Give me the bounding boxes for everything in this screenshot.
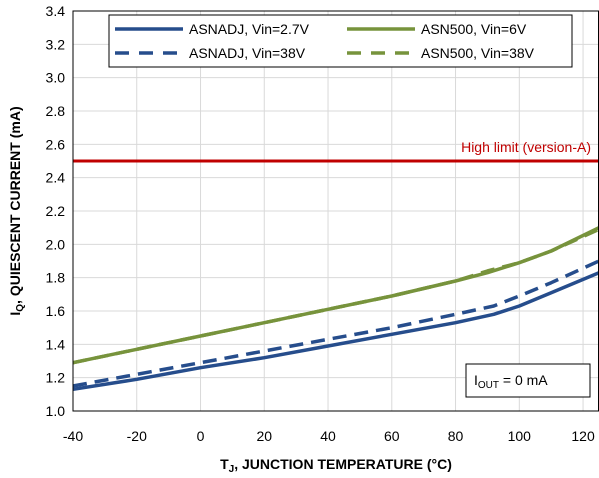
x-tick-label: 120 <box>571 428 595 444</box>
x-tick-label: 60 <box>384 428 400 444</box>
y-tick-label: 2.8 <box>46 103 66 119</box>
y-tick-label: 2.0 <box>46 236 66 252</box>
legend-label-2: ASNADJ, Vin=38V <box>189 45 306 61</box>
y-tick-labels: 1.0 1.2 1.4 1.6 1.8 2.0 2.2 2.4 2.6 2.8 3.0 3.2 3.4 <box>46 3 66 419</box>
y-tick-label: 3.4 <box>46 3 66 19</box>
legend: ASNADJ, Vin=2.7V ASN500, Vin=6V ASNADJ, Vi… <box>108 14 573 68</box>
y-tick-label: 2.2 <box>46 203 66 219</box>
legend-label-3: ASN500, Vin=6V <box>421 21 527 37</box>
y-tick-label: 1.6 <box>46 303 66 319</box>
y-axis-label: IQ, QUIESCENT CURRENT (mA) <box>7 106 26 315</box>
y-tick-label: 3.0 <box>46 70 66 86</box>
y-axis-label-rest: , QUIESCENT CURRENT (mA) <box>7 106 23 304</box>
x-axis-label-rest: , JUNCTION TEMPERATURE (°C) <box>234 456 452 472</box>
series-line-2 <box>72 259 599 388</box>
series-line-3 <box>72 226 599 365</box>
y-tick-label: 1.8 <box>46 270 66 286</box>
note-sub: OUT <box>478 380 499 391</box>
x-tick-labels: -40 -20 0 20 40 60 80 100 120 <box>63 428 595 444</box>
reference-line-label: High limit (version-A) <box>461 139 591 155</box>
x-tick-label: 20 <box>256 428 272 444</box>
note-rest: = 0 mA <box>499 372 548 388</box>
legend-label-4: ASN500, Vin=38V <box>421 45 535 61</box>
y-tick-label: 1.4 <box>46 336 66 352</box>
legend-box <box>108 14 573 68</box>
note-box: IOUT = 0 mA <box>465 363 591 398</box>
y-tick-label: 1.0 <box>46 403 66 419</box>
x-axis-label-sub: J <box>229 464 235 475</box>
y-tick-label: 2.6 <box>46 136 66 152</box>
x-tick-label: 40 <box>320 428 336 444</box>
x-tick-label: -40 <box>63 428 83 444</box>
x-tick-label: 100 <box>508 428 532 444</box>
x-tick-label: -20 <box>127 428 147 444</box>
y-tick-label: 2.4 <box>46 170 66 186</box>
note-text: IOUT = 0 mA <box>474 372 548 391</box>
series-line-4 <box>72 227 599 365</box>
note-box-frame <box>465 363 591 398</box>
grid <box>72 10 599 412</box>
y-axis-label-sub: Q <box>15 304 26 312</box>
x-tick-label: 0 <box>197 428 205 444</box>
legend-label-1: ASNADJ, Vin=2.7V <box>189 21 310 37</box>
x-axis-label: TJ, JUNCTION TEMPERATURE (°C) <box>220 456 452 475</box>
y-axis-label-main: I <box>7 312 23 316</box>
x-tick-label: 80 <box>448 428 464 444</box>
note-main: I <box>474 372 478 388</box>
y-tick-label: 3.2 <box>46 36 66 52</box>
series-line-1 <box>72 271 599 392</box>
y-tick-label: 1.2 <box>46 370 66 386</box>
x-axis-label-main: T <box>220 456 229 472</box>
series-group <box>72 226 599 392</box>
